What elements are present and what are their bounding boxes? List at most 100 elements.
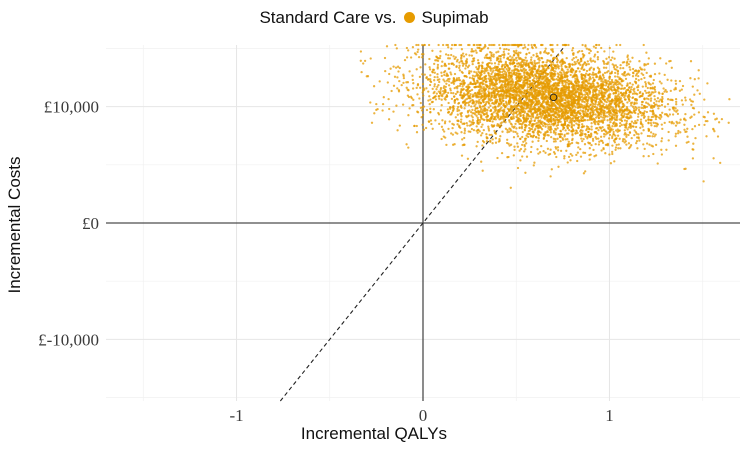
scatter-point (555, 78, 558, 81)
scatter-point (645, 142, 649, 145)
scatter-point (720, 117, 724, 121)
scatter-point (514, 130, 517, 134)
scatter-point (598, 89, 601, 93)
scatter-point (522, 63, 525, 66)
scatter-point (593, 60, 597, 63)
scatter-point (589, 132, 593, 135)
scatter-point (632, 125, 635, 128)
scatter-point (415, 86, 418, 90)
scatter-point (653, 124, 656, 128)
scatter-point (417, 43, 420, 47)
scatter-point (580, 75, 583, 78)
scatter-point (650, 144, 653, 147)
scatter-point (592, 98, 596, 102)
scatter-point (605, 130, 608, 133)
scatter-point (691, 127, 694, 131)
scatter-point (554, 111, 558, 114)
scatter-point (588, 142, 591, 145)
scatter-point (591, 139, 595, 142)
scatter-point (647, 57, 650, 60)
scatter-point (563, 43, 566, 47)
scatter-point (636, 119, 639, 122)
scatter-point (658, 80, 662, 83)
scatter-point (674, 82, 678, 85)
scatter-point (602, 128, 605, 132)
scatter-point (565, 56, 568, 60)
scatter-point (469, 130, 472, 133)
scatter-point (613, 57, 616, 60)
scatter-point (690, 103, 693, 107)
scatter-point (614, 92, 617, 95)
scatter-point (559, 120, 562, 123)
scatter-point (506, 131, 509, 134)
scatter-point (616, 72, 620, 75)
scatter-point (546, 100, 549, 103)
scatter-point (599, 139, 603, 142)
scatter-point (604, 84, 608, 87)
scatter-point (577, 100, 581, 103)
scatter-point (483, 118, 486, 122)
scatter-point (486, 47, 490, 50)
scatter-point (528, 74, 531, 77)
scatter-point (633, 87, 636, 90)
scatter-point (644, 89, 647, 93)
scatter-point (498, 76, 501, 80)
scatter-point (568, 144, 571, 148)
scatter-point (668, 120, 671, 124)
scatter-point (625, 121, 628, 125)
scatter-point (416, 111, 420, 114)
scatter-point (613, 108, 616, 112)
scatter-point (614, 129, 618, 132)
scatter-point (610, 78, 614, 82)
scatter-point (498, 139, 501, 143)
scatter-point (607, 85, 610, 89)
scatter-point (674, 135, 677, 138)
scatter-point (564, 91, 567, 94)
scatter-point (540, 57, 544, 60)
scatter-point (595, 75, 598, 79)
scatter-point (667, 139, 670, 142)
scatter-point (468, 72, 471, 75)
scatter-point (591, 76, 595, 79)
scatter-point (586, 118, 589, 122)
scatter-point (537, 61, 541, 64)
scatter-point (609, 58, 613, 62)
scatter-point (544, 47, 547, 50)
scatter-point (453, 72, 457, 76)
scatter-point (598, 107, 601, 111)
scatter-point (566, 119, 569, 122)
scatter-point (647, 154, 650, 158)
scatter-point (551, 114, 555, 117)
scatter-point (557, 73, 561, 76)
scatter-point (704, 119, 707, 123)
scatter-point (390, 89, 393, 93)
scatter-point (621, 102, 624, 105)
scatter-point (623, 112, 626, 115)
scatter-point (637, 85, 640, 89)
scatter-point (576, 106, 579, 110)
scatter-point (490, 62, 493, 65)
scatter-point (637, 74, 640, 78)
scatter-point (490, 43, 493, 47)
scatter-point (519, 159, 522, 162)
scatter-point (595, 137, 598, 140)
scatter-point (636, 93, 639, 96)
scatter-point (509, 186, 512, 189)
scatter-point (436, 67, 439, 70)
scatter-point (521, 110, 524, 114)
scatter-point (515, 104, 518, 108)
scatter-point (581, 132, 584, 135)
scatter-point (445, 143, 448, 147)
scatter-point (597, 116, 600, 119)
scatter-point (559, 149, 563, 153)
scatter-point (466, 157, 470, 160)
scatter-point (443, 90, 447, 93)
scatter-point (585, 103, 588, 106)
scatter-point (567, 99, 570, 103)
scatter-point (395, 104, 398, 107)
scatter-point (669, 89, 672, 93)
scatter-point (641, 125, 644, 128)
scatter-point (444, 136, 447, 139)
scatter-point (427, 99, 430, 102)
scatter-point (511, 69, 514, 72)
